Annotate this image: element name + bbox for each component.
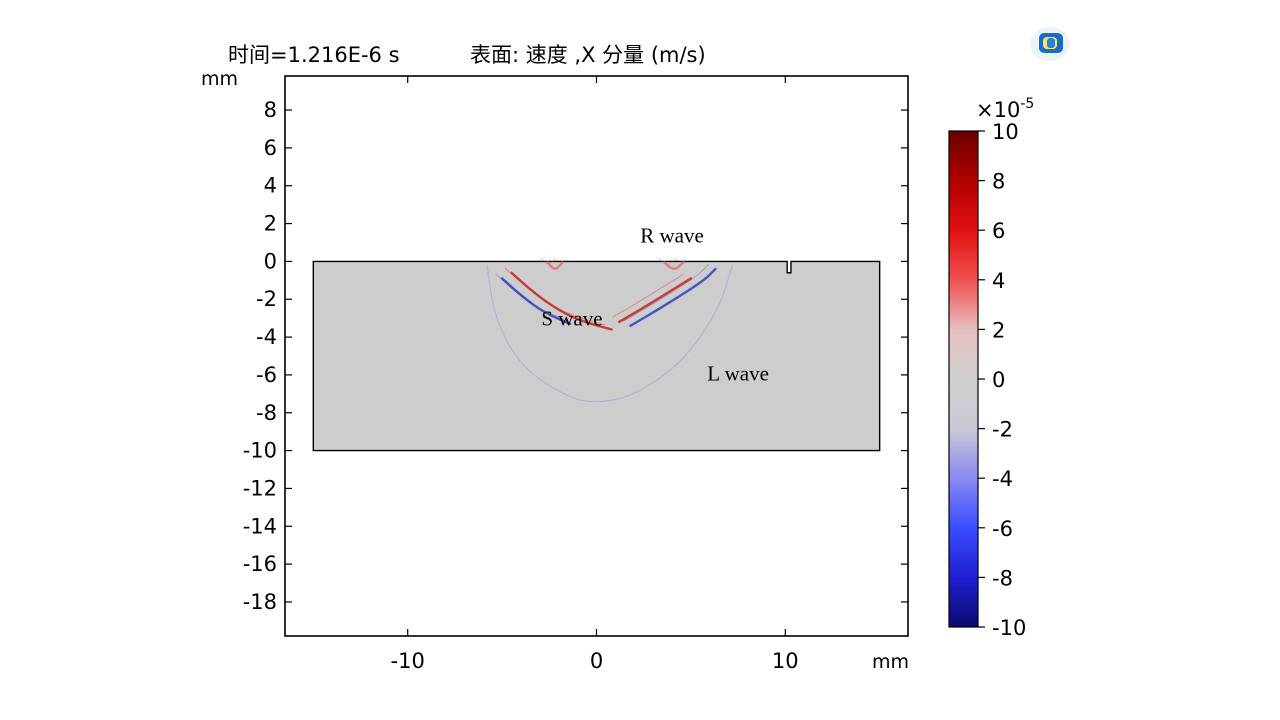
colorbar: ×10-5 10 8 6 4 2 0 -2 -4 -6 -8 -10 [948,96,1034,640]
wavefront-l-front [486,264,734,403]
wavefront-ripple [540,257,557,265]
y-tick-label: -8 [256,401,277,425]
wavefront-ripple [612,273,685,318]
y-tick-label: -2 [256,287,277,311]
y-tick-label: 2 [264,212,277,236]
colorbar-tick-label: -10 [992,616,1026,640]
annotation-l-wave: L wave [707,362,769,386]
x-unit-label: mm [872,651,909,673]
solid-domain [312,260,881,452]
annotation-r-wave: R wave [640,223,704,247]
colorbar-tick-label: 4 [992,269,1005,293]
annotation-s-wave: S wave [541,307,602,331]
x-tick-label: -10 [391,649,425,673]
y-tick-label: -10 [243,439,277,463]
y-tick-label: 6 [264,136,277,160]
wavefront-s-front-left-b [500,277,572,326]
wave-field [486,257,734,403]
y-tick-label: -18 [243,590,277,614]
y-tick-label: -12 [243,476,277,500]
y-tick-label: -14 [243,514,277,538]
time-label: 时间=1.216E-6 s [228,43,400,67]
comsol-logo-icon [1030,27,1070,61]
wavefront-ripple [657,257,678,265]
x-tick-label: 0 [590,649,603,673]
wavefront-r-wave-right [663,261,685,270]
x-tick-label: 10 [772,649,799,673]
colorbar-tick-label: 2 [992,318,1005,342]
wavefront-ripple [504,267,606,326]
y-tick-label: -16 [243,552,277,576]
y-tick-label: -4 [256,325,277,349]
y-tick-label: -6 [256,363,277,387]
colorbar-multiplier: ×10-5 [976,96,1034,122]
colorbar-tick-label: -8 [992,566,1013,590]
colorbar-tick-label: -2 [992,418,1013,442]
colorbar-exponent: -5 [1020,96,1034,112]
y-tick-label: 0 [264,249,277,273]
colorbar-tick-label: 8 [992,170,1005,194]
y-tick-label: 8 [264,98,277,122]
colorbar-tick-label: 6 [992,219,1005,243]
colorbar-tick-label: -6 [992,517,1013,541]
wavefront-s-front-right [629,267,717,327]
wavefront-ripple [495,273,564,320]
domain-outline [312,260,881,452]
colorbar-gradient [948,130,979,628]
colorbar-tick-label: -4 [992,467,1013,491]
wavefront-s-front-left [510,271,613,331]
quantity-label: 表面: 速度 ,X 分量 (m/s) [470,43,706,67]
y-unit-label: mm [201,68,238,90]
annotations: R wave S wave L wave [541,223,769,385]
colorbar-tick-label: 0 [992,368,1005,392]
wavefront-s-front-right-b [617,277,693,324]
wavefront-r-wave-left [546,261,564,270]
colorbar-tick-label: 10 [992,120,1019,144]
y-axis: 8 6 4 2 0 -2 -4 -6 -8 -10 -12 -14 -16 -18 [243,98,908,614]
x-axis: -10 0 10 [391,76,799,673]
y-tick-label: 4 [264,174,277,198]
wavefront-ripple [623,263,710,322]
